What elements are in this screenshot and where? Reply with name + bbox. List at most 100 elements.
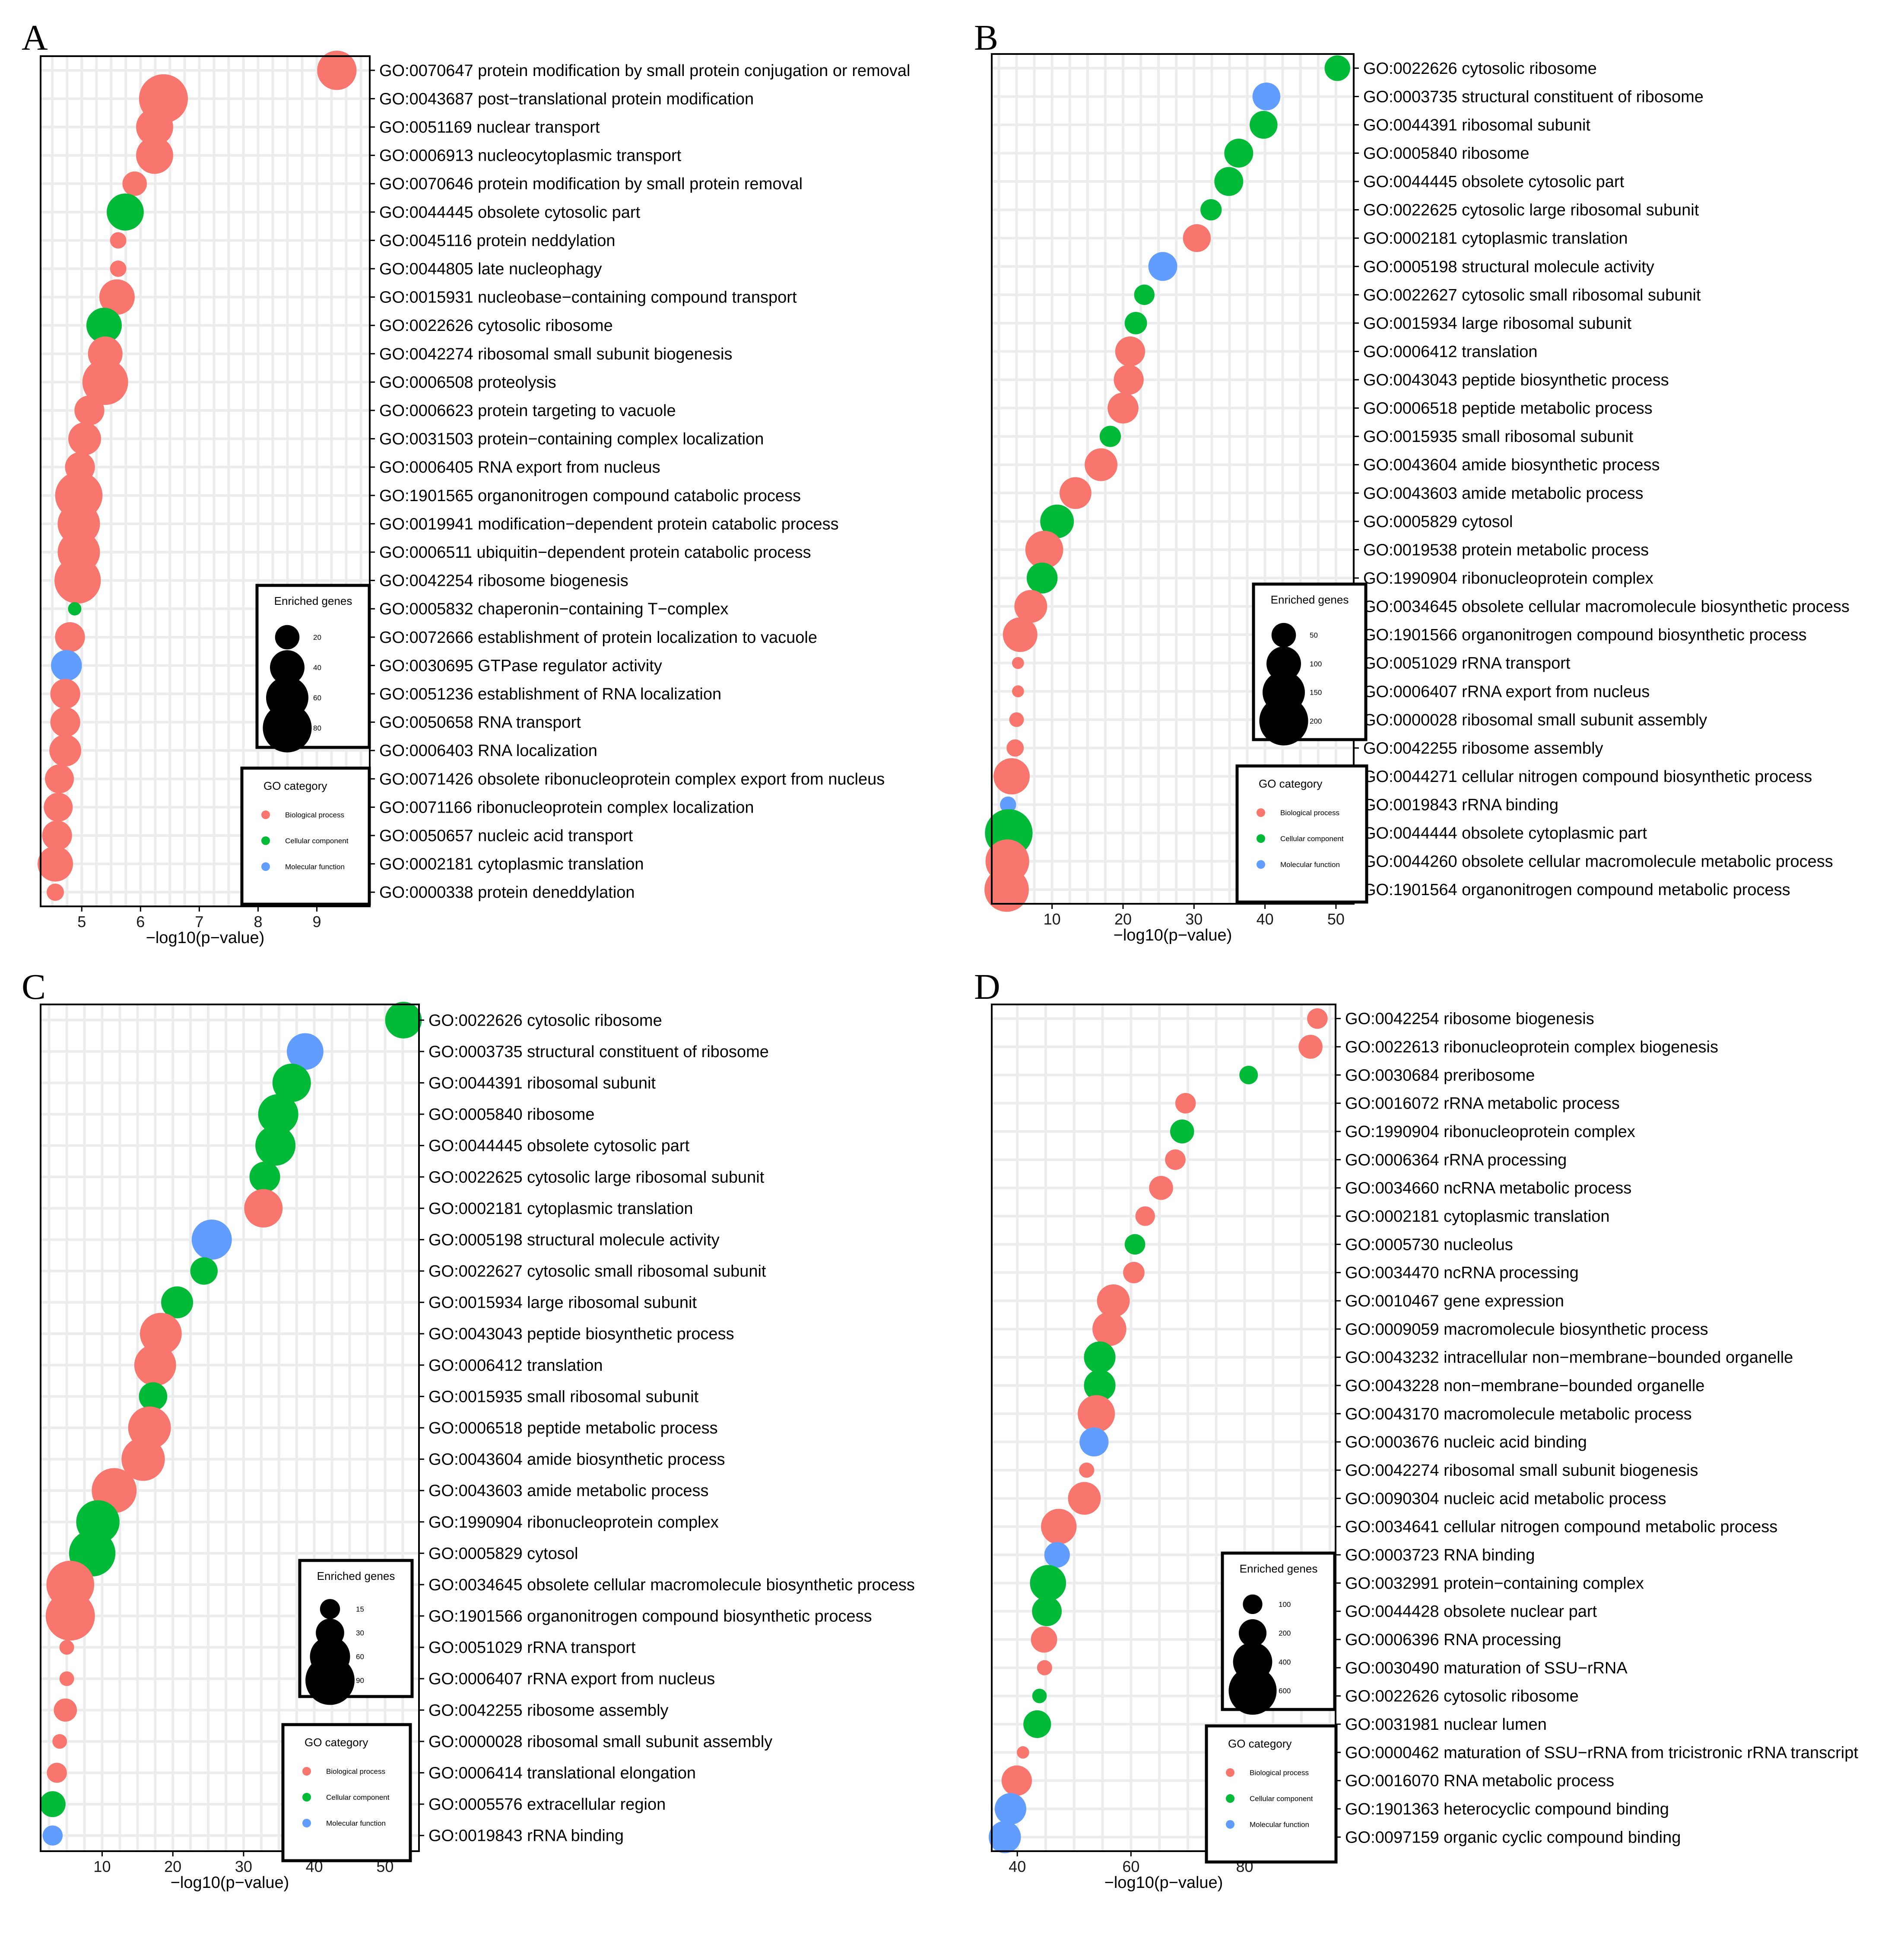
legend-size-circle (1228, 1667, 1277, 1715)
y-tick-label: GO:0072666 establishment of protein loca… (379, 629, 817, 647)
x-tick-label: 7 (195, 913, 203, 931)
legend-key-label: Biological process (1280, 809, 1339, 817)
y-tick-label: GO:0043170 macromolecule metabolic proce… (1345, 1405, 1692, 1423)
point (122, 171, 147, 196)
y-tick-label: GO:1901566 organonitrogen compound biosy… (1363, 626, 1807, 644)
y-tick-label: GO:0002181 cytoplasmic translation (1345, 1207, 1610, 1226)
legend-key-label: Molecular function (1280, 861, 1340, 869)
point (50, 707, 80, 737)
point (1032, 1688, 1047, 1703)
x-axis-title: −log10(p−value) (171, 1874, 289, 1892)
point (255, 1125, 296, 1166)
y-tick-label: GO:0006396 RNA processing (1345, 1631, 1561, 1649)
point (49, 734, 82, 767)
category-legend: GO category Biological process Cellular co… (1235, 764, 1368, 904)
point (1170, 1119, 1194, 1144)
legend-size-circle (275, 625, 300, 650)
legend-size-circle (1271, 623, 1296, 648)
y-tick-label: GO:1990904 ribonucleoprotein complex (1363, 569, 1653, 588)
point (1030, 1565, 1066, 1601)
legend-size-circle (1243, 1594, 1263, 1614)
legend-frame (240, 766, 371, 906)
point (1044, 1542, 1070, 1568)
y-tick-label: GO:0043687 post−translational protein mo… (379, 90, 754, 108)
y-tick-label: GO:0003676 nucleic acid binding (1345, 1433, 1587, 1452)
y-tick-label: GO:0009059 macromolecule biosynthetic pr… (1345, 1320, 1708, 1338)
y-tick-label: GO:0022625 cytosolic large ribosomal sub… (428, 1168, 765, 1186)
point (1060, 477, 1092, 509)
y-tick-label: GO:0030490 maturation of SSU−rRNA (1345, 1659, 1628, 1677)
point (1092, 1312, 1127, 1346)
point (55, 622, 85, 652)
x-axis-title: −log10(p−value) (146, 929, 265, 947)
point (1298, 1035, 1323, 1059)
x-axis: 10 20 30 40 50 (1044, 904, 1345, 928)
plot-frame (40, 55, 371, 907)
panel-label: C (22, 967, 46, 1007)
legend-size-label: 200 (1310, 717, 1322, 725)
y-tick-label: GO:0006407 rRNA export from nucleus (428, 1670, 715, 1688)
y-tick-label: GO:1901566 organonitrogen compound biosy… (428, 1608, 872, 1626)
point (42, 820, 72, 851)
y-tick-label: GO:0044428 obsolete nuclear part (1345, 1603, 1597, 1621)
point (1017, 1746, 1029, 1759)
legend-key-label: Biological process (326, 1767, 385, 1776)
point (134, 1344, 176, 1386)
y-tick-label: GO:0019941 modification−dependent protei… (379, 515, 839, 533)
point (244, 1189, 283, 1228)
y-tick-label: GO:0003723 RNA binding (1345, 1546, 1535, 1564)
x-tick-label: 10 (1044, 910, 1061, 928)
point (107, 193, 144, 231)
y-tick-label: GO:0005730 nucleolus (1345, 1236, 1513, 1254)
point (1037, 1660, 1052, 1675)
plot-frame (991, 1004, 1336, 1852)
y-tick-label: GO:0045116 protein neddylation (379, 232, 615, 250)
legend-key (1226, 1794, 1234, 1803)
x-tick-label: 30 (235, 1858, 252, 1875)
y-tick-label: GO:0043603 amide metabolic process (428, 1482, 708, 1500)
legend-key-label: Molecular function (285, 863, 345, 871)
legend-size-label: 100 (1279, 1600, 1291, 1608)
point (54, 1698, 77, 1722)
y-tick-label: GO:1901565 organonitrogen compound catab… (379, 487, 801, 505)
y-tick-label: GO:0044391 ribosomal subunit (1363, 116, 1590, 134)
point (258, 1094, 298, 1134)
point (317, 51, 357, 90)
y-tick-label: GO:0005829 cytosol (428, 1544, 578, 1563)
y-tick-label: GO:0015934 large ribosomal subunit (1363, 315, 1631, 333)
legend-size-label: 60 (313, 694, 321, 702)
y-tick-label: GO:0071426 obsolete ribonucleoprotein co… (379, 770, 885, 788)
point (1006, 739, 1024, 757)
point (99, 279, 135, 315)
legend-frame (1205, 1724, 1338, 1864)
y-axis-labels: GO:0022626 cytosolic ribosome GO:0003735 … (1354, 60, 1850, 899)
panel-label: A (22, 18, 48, 58)
point (1239, 1065, 1258, 1084)
point (38, 846, 73, 882)
y-tick-label: GO:0015935 small ribosomal subunit (428, 1388, 699, 1406)
point (988, 1821, 1021, 1853)
legend-title: Enriched genes (1240, 1562, 1318, 1575)
point (1115, 336, 1146, 367)
y-tick-label: GO:0044260 obsolete cellular macromolecu… (1363, 853, 1833, 871)
y-tick-label: GO:0002181 cytoplasmic translation (379, 855, 644, 874)
y-axis-labels: GO:0022626 cytosolic ribosome GO:0003735 … (419, 1011, 915, 1845)
y-tick-label: GO:0002181 cytoplasmic translation (428, 1200, 693, 1218)
y-tick-label: GO:0044444 obsolete cytoplasmic part (1363, 824, 1647, 842)
point (1084, 1341, 1116, 1373)
y-tick-label: GO:0019538 protein metabolic process (1363, 541, 1649, 559)
legend-size-label: 200 (1279, 1629, 1291, 1637)
point (1307, 1008, 1328, 1029)
y-tick-label: GO:0006414 translational elongation (428, 1764, 696, 1782)
legend-key (302, 1819, 311, 1827)
x-axis: 10 20 30 40 50 (93, 1851, 393, 1875)
y-tick-label: GO:0006508 proteolysis (379, 373, 556, 391)
x-tick-label: 40 (1257, 910, 1274, 928)
y-axis-labels: GO:0042254 ribosome biogenesis GO:0022613… (1336, 1010, 1858, 1846)
point (47, 1763, 67, 1783)
point (1124, 1234, 1146, 1255)
y-tick-label: GO:0022626 cytosolic ribosome (1345, 1687, 1579, 1706)
y-tick-label: GO:0019843 rRNA binding (1363, 796, 1558, 814)
point (1032, 1596, 1062, 1627)
point (74, 395, 105, 426)
